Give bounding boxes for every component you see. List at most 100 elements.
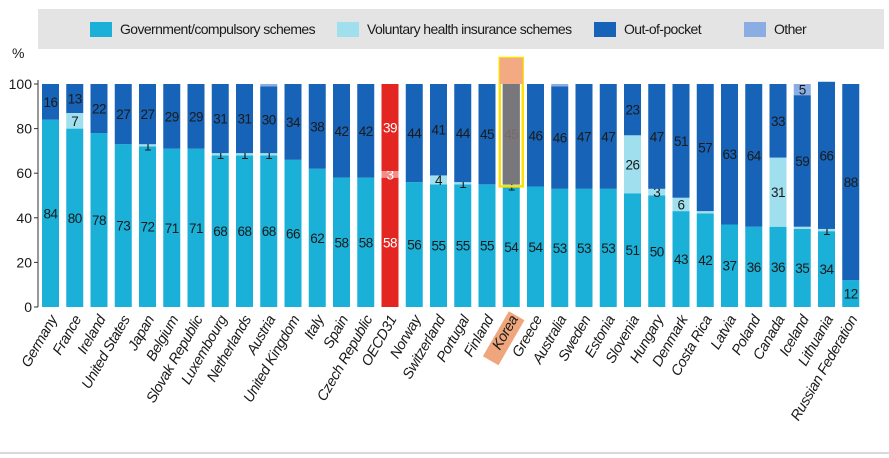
data-label-ireland-government-compulsory-schemes: 78: [92, 213, 106, 228]
y-tick-label-80: 80: [16, 121, 32, 137]
y-tick-label-100: 100: [9, 76, 33, 92]
legend-label-government: Government/compulsory schemes: [120, 21, 316, 37]
bar-finland-government-compulsory-schemes: [478, 184, 496, 307]
y-tick-label-0: 0: [24, 299, 32, 315]
bar-slovenia-voluntary-health-insurance-schemes: [624, 135, 641, 194]
data-label-russian-federation-out-of-pocket: 88: [844, 175, 858, 190]
bar-denmark-out-of-pocket: [672, 84, 690, 198]
data-label-belgium-out-of-pocket: 29: [165, 109, 179, 124]
bar-australia-other: [551, 84, 569, 87]
data-label-hungary-out-of-pocket: 47: [650, 129, 664, 144]
data-label-austria-out-of-pocket: 30: [262, 113, 276, 128]
bar-france-voluntary-health-insurance-schemes: [66, 112, 84, 129]
bar-belgium-out-of-pocket: [163, 84, 181, 149]
bar-canada-voluntary-health-insurance-schemes: [769, 157, 787, 227]
bar-italy-out-of-pocket: [308, 84, 326, 169]
data-label-luxembourg-government-compulsory-schemes: 68: [213, 224, 227, 239]
bar-spain-out-of-pocket: [333, 84, 350, 178]
bar-norway-out-of-pocket: [405, 84, 423, 183]
bar-belgium-government-compulsory-schemes: [163, 148, 181, 307]
data-label-slovak-republic-government-compulsory-schemes: 71: [189, 221, 203, 236]
bar-luxembourg-government-compulsory-schemes: [211, 155, 229, 307]
bar-luxembourg-voluntary-health-insurance-schemes: [211, 153, 229, 156]
data-label-hungary-government-compulsory-schemes: 50: [650, 244, 664, 259]
bar-costa-rica-out-of-pocket: [696, 84, 714, 212]
data-label-portugal-out-of-pocket: 44: [456, 126, 471, 141]
data-label-canada-voluntary-health-insurance-schemes: 31: [771, 185, 785, 200]
bar-sweden-government-compulsory-schemes: [575, 188, 593, 307]
legend-label-voluntary: Voluntary health insurance schemes: [367, 21, 572, 37]
bar-costa-rica-government-compulsory-schemes: [696, 213, 714, 307]
data-label-united-kingdom-out-of-pocket: 34: [286, 115, 301, 130]
data-label-greece-out-of-pocket: 46: [528, 128, 542, 143]
data-label-lithuania-voluntary-health-insurance-schemes: 1: [823, 223, 830, 238]
data-label-poland-government-compulsory-schemes: 36: [747, 260, 761, 275]
bar-denmark-voluntary-health-insurance-schemes: [672, 197, 690, 212]
data-label-czech-republic-government-compulsory-schemes: 58: [359, 235, 373, 250]
data-label-slovak-republic-out-of-pocket: 29: [189, 109, 203, 124]
bar-poland-out-of-pocket: [745, 84, 763, 227]
data-label-france-government-compulsory-schemes: 80: [68, 211, 82, 226]
bar-ireland-out-of-pocket: [90, 84, 108, 134]
data-label-sweden-out-of-pocket: 47: [577, 129, 591, 144]
bar-switzerland-voluntary-health-insurance-schemes: [430, 175, 447, 185]
bar-portugal-out-of-pocket: [454, 84, 472, 183]
category-label-bg-korea: [482, 311, 525, 366]
data-label-united-states-out-of-pocket: 27: [116, 107, 130, 122]
bar-portugal-voluntary-health-insurance-schemes: [454, 182, 472, 185]
data-label-switzerland-government-compulsory-schemes: 55: [431, 239, 445, 254]
bar-estonia-government-compulsory-schemes: [599, 188, 617, 307]
data-label-austria-government-compulsory-schemes: 68: [262, 224, 276, 239]
bar-denmark-government-compulsory-schemes: [672, 211, 690, 307]
bar-germany-out-of-pocket: [42, 84, 59, 120]
selected-overlay-korea: [502, 84, 520, 185]
bar-france-government-compulsory-schemes: [66, 128, 84, 307]
data-label-denmark-out-of-pocket: 51: [674, 134, 688, 149]
bar-switzerland-government-compulsory-schemes: [430, 184, 447, 307]
bar-luxembourg-out-of-pocket: [211, 84, 229, 154]
bar-austria-voluntary-health-insurance-schemes: [260, 153, 278, 156]
bar-greece-out-of-pocket: [527, 84, 544, 187]
bar-united-kingdom-government-compulsory-schemes: [284, 159, 302, 307]
y-tick-label-60: 60: [16, 165, 32, 181]
bar-switzerland-out-of-pocket: [430, 84, 447, 176]
bar-united-states-out-of-pocket: [114, 84, 132, 145]
data-label-czech-republic-out-of-pocket: 42: [359, 124, 373, 139]
bar-lithuania-government-compulsory-schemes: [818, 231, 835, 307]
data-label-costa-rica-out-of-pocket: 57: [698, 141, 712, 156]
data-label-denmark-government-compulsory-schemes: 43: [674, 252, 688, 267]
data-label-lithuania-out-of-pocket: 66: [819, 148, 833, 163]
data-label-netherlands-out-of-pocket: 31: [237, 112, 251, 127]
data-label-france-out-of-pocket: 13: [68, 91, 82, 106]
data-label-luxembourg-voluntary-health-insurance-schemes: 1: [217, 147, 224, 162]
selected-header-korea: [499, 58, 523, 84]
bar-netherlands-out-of-pocket: [236, 84, 253, 154]
data-label-poland-out-of-pocket: 64: [747, 148, 762, 163]
data-label-italy-out-of-pocket: 38: [310, 119, 324, 134]
bar-sweden-out-of-pocket: [575, 84, 593, 189]
data-label-switzerland-out-of-pocket: 41: [431, 123, 445, 138]
data-label-iceland-out-of-pocket: 59: [795, 154, 809, 169]
data-label-australia-out-of-pocket: 46: [553, 131, 567, 146]
bar-iceland-other: [793, 84, 811, 96]
data-label-spain-government-compulsory-schemes: 58: [334, 235, 348, 250]
bar-spain-government-compulsory-schemes: [333, 177, 350, 307]
data-label-portugal-voluntary-health-insurance-schemes: 1: [459, 176, 466, 191]
bar-hungary-voluntary-health-insurance-schemes: [648, 188, 666, 196]
bar-poland-government-compulsory-schemes: [745, 226, 763, 307]
bar-korea-government-compulsory-schemes: [502, 186, 520, 307]
y-axis-label: %: [12, 45, 24, 61]
bar-united-states-government-compulsory-schemes: [114, 144, 132, 307]
legend-label-other: Other: [774, 21, 807, 37]
data-label-japan-out-of-pocket: 27: [140, 107, 154, 122]
data-label-iceland-other: 5: [799, 83, 806, 98]
bar-latvia-government-compulsory-schemes: [721, 224, 738, 307]
data-label-oecd31-government-compulsory-schemes: 58: [383, 235, 397, 250]
data-label-costa-rica-government-compulsory-schemes: 42: [698, 253, 712, 268]
bar-lithuania-voluntary-health-insurance-schemes: [818, 228, 835, 232]
data-label-germany-government-compulsory-schemes: 84: [43, 206, 58, 221]
data-label-slovenia-voluntary-health-insurance-schemes: 26: [625, 157, 639, 172]
data-label-estonia-out-of-pocket: 47: [601, 129, 615, 144]
bar-ireland-government-compulsory-schemes: [90, 133, 108, 307]
